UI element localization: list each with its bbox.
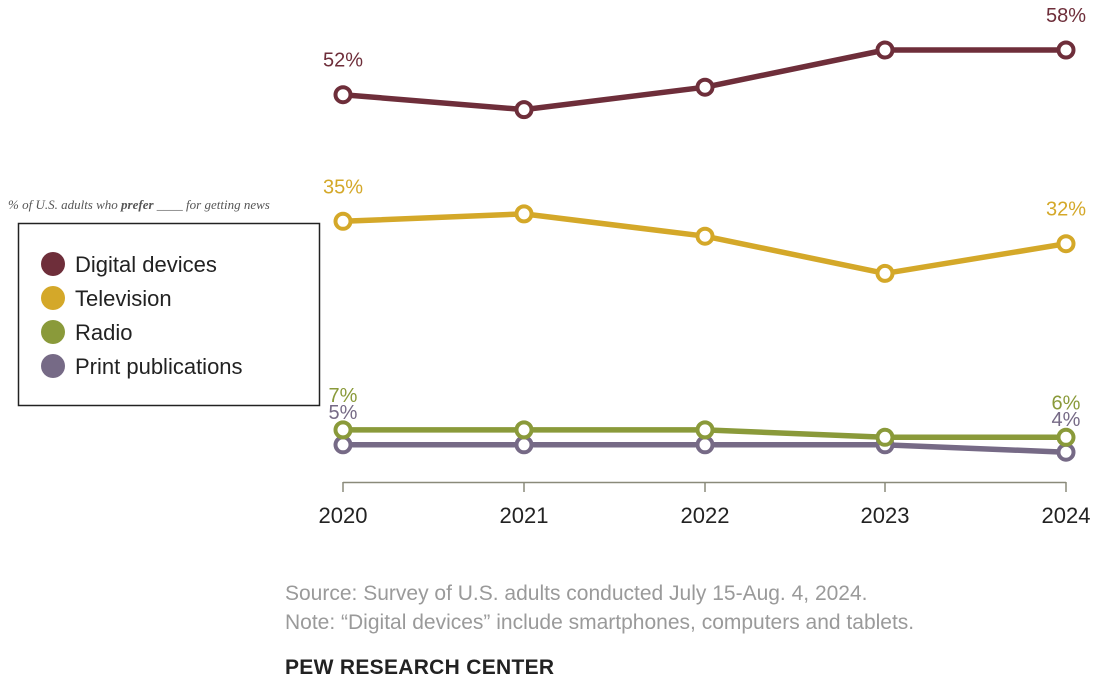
- data-point: [333, 211, 353, 231]
- legend-label: Print publications: [75, 354, 243, 379]
- x-axis: 2020 2021 2022 2023 2024: [319, 481, 1091, 528]
- legend-label: Radio: [75, 320, 132, 345]
- data-labels: 52% 58% 35% 32% 7% 6% 5% 4%: [323, 5, 1086, 431]
- legend-swatch: [41, 354, 65, 378]
- x-tick-label: 2023: [861, 503, 910, 528]
- legend-label: Television: [75, 286, 172, 311]
- data-label: 7%: [329, 385, 358, 407]
- data-point: [1056, 427, 1076, 447]
- source-text: Source: Survey of U.S. adults conducted …: [285, 582, 868, 605]
- data-label: 32%: [1046, 199, 1086, 221]
- data-point: [333, 420, 353, 440]
- data-point: [333, 435, 353, 455]
- data-label: 52%: [323, 50, 363, 72]
- data-point: [695, 226, 715, 246]
- legend-swatch: [41, 286, 65, 310]
- data-label: 5%: [329, 402, 358, 424]
- data-point: [1056, 40, 1076, 60]
- subtitle-part-3: ____ for getting news: [154, 197, 270, 212]
- data-point: [875, 40, 895, 60]
- legend-swatch: [41, 320, 65, 344]
- data-point: [514, 204, 534, 224]
- x-tick-label: 2024: [1042, 503, 1091, 528]
- note-text: Note: “Digital devices” include smartpho…: [285, 611, 915, 634]
- legend-swatch: [41, 252, 65, 276]
- data-points: [333, 40, 1076, 462]
- data-point: [514, 100, 534, 120]
- data-point: [1056, 234, 1076, 254]
- data-point: [875, 427, 895, 447]
- subtitle-part-2: prefer: [120, 197, 154, 212]
- x-tick-label: 2022: [681, 503, 730, 528]
- data-point: [514, 420, 534, 440]
- legend-box: [17, 222, 321, 407]
- legend-label: Digital devices: [75, 252, 217, 277]
- data-point: [695, 435, 715, 455]
- data-label: 6%: [1052, 392, 1081, 414]
- organization-name: PEW RESEARCH CENTER: [285, 656, 555, 679]
- data-label: 58%: [1046, 5, 1086, 27]
- chart-subtitle: % of U.S. adults who prefer ____ for get…: [8, 197, 270, 212]
- data-point: [875, 263, 895, 283]
- x-tick-label: 2020: [319, 503, 368, 528]
- legend: Digital devices Television Radio Print publ…: [17, 222, 321, 407]
- data-point: [333, 85, 353, 105]
- data-point: [1056, 442, 1076, 462]
- line-chart: 2020 2021 2022 2023 2024 52% 58% 35% 32% 7% 6% 5% 4…: [8, 5, 1091, 528]
- data-point: [695, 420, 715, 440]
- subtitle-part-1: % of U.S. adults who: [8, 197, 121, 212]
- data-point: [514, 435, 534, 455]
- data-label: 35%: [323, 176, 363, 198]
- data-point: [695, 77, 715, 97]
- data-label: 4%: [1052, 409, 1081, 431]
- series-lines: [340, 47, 1069, 455]
- x-tick-label: 2021: [500, 503, 549, 528]
